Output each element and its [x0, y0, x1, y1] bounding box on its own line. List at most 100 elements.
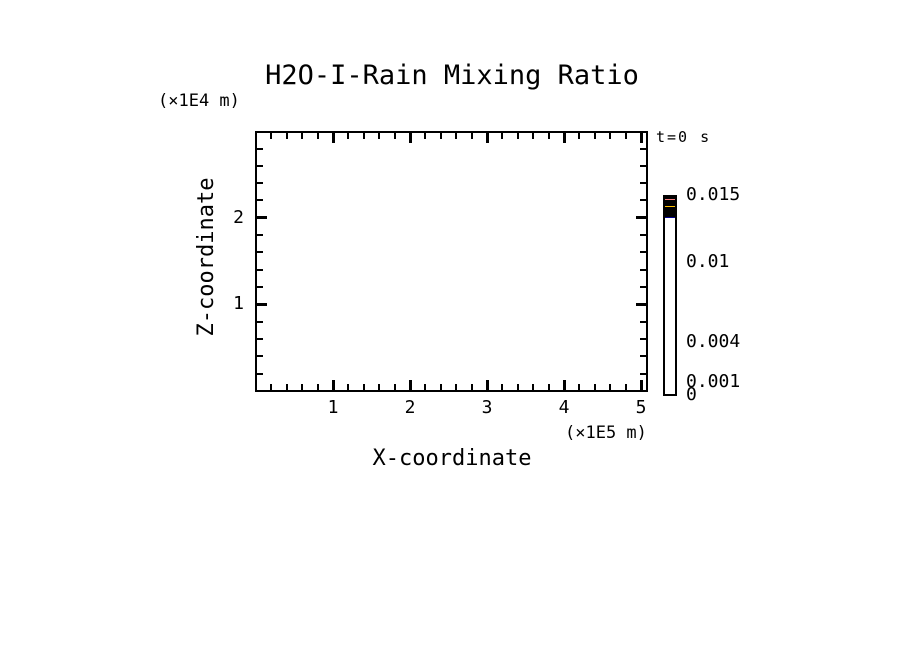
tick-mark: [301, 384, 304, 390]
tick-mark: [362, 133, 365, 139]
x-axis-label: X-coordinate: [372, 446, 532, 471]
tick-mark: [331, 133, 335, 143]
tick-mark: [470, 384, 473, 390]
tick-mark: [439, 384, 442, 390]
tick-mark: [257, 251, 263, 254]
tick-mark: [257, 164, 263, 167]
tick-mark: [624, 133, 627, 139]
tick-mark: [257, 147, 263, 150]
colorbar-segment: [665, 199, 675, 202]
tick-mark: [640, 182, 646, 185]
chart-title: H2O-I-Rain Mixing Ratio: [265, 60, 639, 91]
y-tick-label: 1: [233, 293, 244, 315]
tick-mark: [640, 320, 646, 323]
tick-mark: [640, 268, 646, 271]
tick-mark: [639, 380, 643, 390]
tick-mark: [532, 133, 535, 139]
tick-mark: [439, 133, 442, 139]
colorbar-segment: [665, 213, 675, 216]
tick-mark: [578, 133, 581, 139]
tick-mark: [593, 384, 596, 390]
colorbar-segment: [665, 204, 675, 207]
colorbar-label: 0.015: [686, 184, 741, 205]
colorbar-label: 0: [686, 384, 697, 405]
colorbar-segment: [665, 201, 675, 205]
tick-mark: [624, 384, 627, 390]
tick-mark: [609, 384, 612, 390]
colorbar-segment: [665, 215, 675, 218]
tick-mark: [378, 384, 381, 390]
tick-mark: [562, 133, 566, 143]
tick-mark: [636, 216, 646, 220]
x-axis-unit-label: (×1E5 m): [565, 423, 647, 443]
y-axis-unit-label: (×1E4 m): [158, 91, 240, 111]
tick-mark: [547, 133, 550, 139]
tick-mark: [362, 384, 365, 390]
tick-mark: [257, 355, 263, 358]
colorbar-label: 0.001: [686, 370, 741, 392]
tick-mark: [516, 133, 519, 139]
tick-mark: [408, 380, 412, 390]
tick-mark: [640, 286, 646, 289]
tick-mark: [393, 133, 396, 139]
tick-mark: [640, 199, 646, 202]
y-tick-label: 2: [233, 206, 244, 228]
tick-mark: [640, 338, 646, 341]
colorbar-segment: [665, 197, 675, 200]
plot-area: [255, 131, 648, 392]
x-tick-label: 1: [327, 397, 339, 418]
tick-mark: [408, 133, 412, 143]
tick-mark: [347, 133, 350, 139]
tick-mark: [331, 380, 335, 390]
colorbar-segment: [665, 208, 675, 212]
tick-mark: [424, 384, 427, 390]
x-tick-label: 5: [635, 397, 647, 418]
tick-mark: [285, 133, 288, 139]
tick-mark: [578, 384, 581, 390]
colorbar: [663, 195, 677, 396]
tick-mark: [257, 372, 263, 375]
time-annotation: t=0 s: [656, 128, 712, 146]
tick-mark: [316, 133, 319, 139]
tick-mark: [639, 133, 643, 143]
tick-mark: [640, 251, 646, 254]
tick-mark: [257, 234, 263, 237]
tick-mark: [393, 384, 396, 390]
tick-mark: [485, 380, 489, 390]
tick-mark: [636, 302, 646, 306]
x-tick-label: 4: [558, 397, 570, 418]
tick-mark: [270, 133, 273, 139]
tick-mark: [257, 216, 267, 220]
tick-mark: [285, 384, 288, 390]
colorbar-segment: [665, 206, 675, 209]
tick-mark: [501, 384, 504, 390]
tick-mark: [257, 302, 267, 306]
tick-mark: [257, 320, 263, 323]
tick-mark: [640, 372, 646, 375]
x-tick-label: 2: [404, 397, 416, 418]
tick-mark: [501, 133, 504, 139]
tick-mark: [270, 384, 273, 390]
tick-mark: [516, 384, 519, 390]
tick-mark: [640, 147, 646, 150]
tick-mark: [485, 133, 489, 143]
tick-mark: [257, 286, 263, 289]
tick-mark: [455, 384, 458, 390]
colorbar-label: 0.004: [686, 330, 741, 352]
tick-mark: [640, 355, 646, 358]
tick-mark: [316, 384, 319, 390]
tick-mark: [257, 268, 263, 271]
tick-mark: [455, 133, 458, 139]
tick-mark: [257, 182, 263, 185]
x-tick-label: 3: [481, 397, 493, 418]
tick-mark: [257, 199, 263, 202]
tick-mark: [547, 384, 550, 390]
colorbar-label: 0.01: [686, 250, 730, 272]
tick-mark: [301, 133, 304, 139]
tick-mark: [470, 133, 473, 139]
tick-mark: [562, 380, 566, 390]
tick-mark: [640, 164, 646, 167]
tick-mark: [640, 234, 646, 237]
tick-mark: [378, 133, 381, 139]
